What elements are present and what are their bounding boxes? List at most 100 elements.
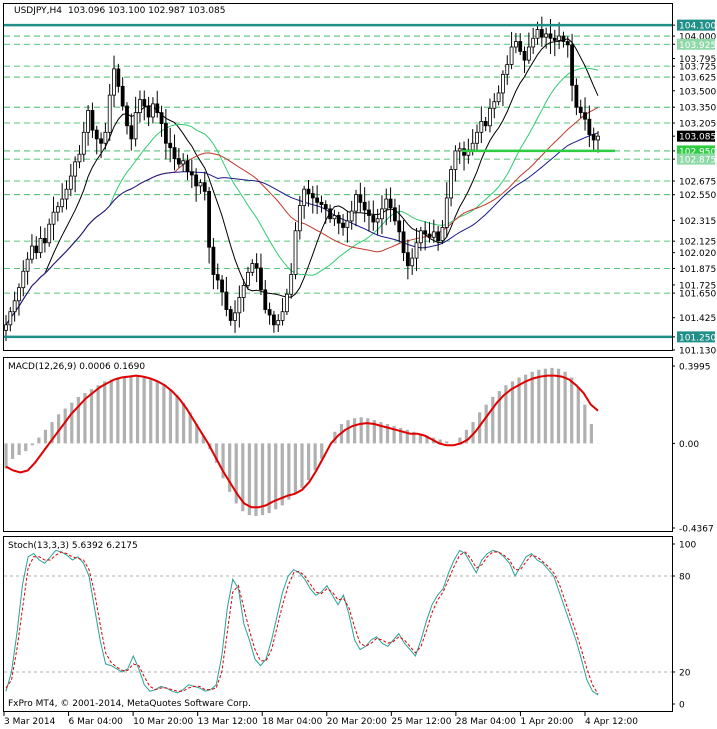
price-axis-label: 104.000 [679, 33, 716, 43]
candle-body [513, 41, 518, 48]
candle-body [362, 201, 367, 211]
candle-body [64, 188, 69, 200]
time-axis-label: 3 Mar 2014 [4, 717, 56, 727]
price-axis-label: 103.925 [679, 41, 716, 51]
price-axis-label-box [677, 38, 715, 50]
candle-body [518, 41, 523, 52]
price-axis-label: 102.125 [679, 238, 716, 248]
candle-body [397, 220, 402, 233]
candle-body [77, 153, 82, 163]
candle-body [591, 134, 596, 141]
candle-body [272, 314, 276, 326]
candle-body [47, 223, 52, 244]
candle-body [4, 324, 8, 331]
candle-body [375, 218, 380, 223]
price-axis-label: 102.950 [679, 147, 716, 157]
price-axis-label: 101.250 [679, 333, 716, 343]
horizontal-levels[interactable] [4, 23, 672, 339]
candle-body [94, 129, 99, 140]
time-axis-label: 10 Mar 20:00 [133, 717, 193, 727]
candle-body [259, 267, 263, 291]
candle-body [289, 274, 294, 295]
candle-body [453, 150, 458, 170]
candle-body [401, 231, 406, 254]
candle-body [280, 311, 285, 321]
candle-body [68, 175, 73, 190]
candle-body [194, 174, 199, 187]
candle-body [345, 220, 350, 228]
candle-body [315, 197, 320, 203]
price-axis-label: 101.725 [679, 281, 716, 291]
macd-axis: 0.3995 0.00 -0.4367 [672, 363, 714, 535]
candle-body [501, 73, 505, 94]
candle-body [112, 68, 116, 96]
price-axis-label: 103.350 [679, 104, 716, 114]
candle-body [103, 131, 108, 144]
candle-body [263, 289, 268, 310]
candle-body [25, 258, 30, 272]
candle-body [146, 105, 151, 118]
candle-body [17, 287, 21, 302]
candle-body [34, 245, 39, 254]
time-axis-label: 6 Mar 04:00 [69, 717, 124, 727]
macd-title: MACD(12,26,9) 0.0006 0.1690 [8, 362, 145, 372]
candle-body [384, 198, 389, 210]
candle-body [120, 85, 125, 107]
candle-body [470, 142, 475, 151]
candlesticks [4, 16, 600, 341]
candle-body [233, 312, 237, 321]
candle-body [431, 231, 436, 238]
price-axis-label: 102.875 [679, 156, 716, 166]
candle-body [565, 41, 570, 46]
price-axis-label-box [677, 19, 715, 31]
candle-body [328, 208, 332, 220]
candle-body [423, 230, 428, 235]
stoch-axis: 100 80 20 0 [672, 541, 696, 711]
stoch-axis-label: 0 [679, 701, 685, 711]
candle-body [587, 118, 592, 135]
candle-body [297, 205, 302, 232]
copyright-label: FxPro MT4, © 2001-2014, MetaQuotes Softw… [8, 699, 251, 709]
candle-body [116, 68, 121, 87]
candle-body [367, 209, 371, 216]
candle-body [410, 257, 415, 267]
price-axis-label: 101.425 [679, 314, 716, 324]
price-axis-label: 103.725 [679, 63, 716, 73]
price-axis-label: 103.625 [679, 74, 716, 84]
macd-panel-frame [3, 357, 673, 532]
candle-body [284, 293, 289, 313]
candle-body [125, 105, 129, 127]
price-axis-label: 104.100 [679, 22, 716, 32]
candle-body [436, 231, 441, 242]
stoch-axis-label: 80 [679, 573, 691, 583]
candle-body [444, 197, 449, 228]
price-axis-label: 102.550 [679, 191, 716, 201]
candle-body [12, 300, 17, 313]
moving-averages [5, 38, 599, 326]
candle-body [302, 188, 307, 207]
candle-body [371, 215, 376, 223]
price-axis-label: 101.875 [679, 265, 716, 275]
candle-body [133, 112, 138, 140]
candle-body [163, 123, 168, 144]
candle-body [99, 138, 103, 144]
candle-body [306, 188, 311, 194]
price-axis-label: 103.795 [679, 55, 716, 65]
candle-body [358, 194, 363, 203]
ohlc-label: 103.096 103.100 102.987 103.085 [68, 6, 225, 16]
price-axis-label: 103.085 [679, 133, 716, 143]
candle-body [509, 46, 514, 65]
symbol-label: USDJPY,H4 [14, 6, 62, 16]
macd-axis-label: -0.4367 [679, 525, 714, 535]
candle-body [418, 230, 423, 244]
candle-body [475, 131, 479, 144]
price-axis-label-box [677, 331, 715, 343]
candle-body [176, 158, 181, 165]
candle-body [151, 103, 155, 118]
candle-body [237, 297, 242, 314]
macd-signal-line [5, 374, 599, 509]
candle-body [531, 37, 536, 48]
price-axis-label: 101.650 [679, 290, 716, 300]
